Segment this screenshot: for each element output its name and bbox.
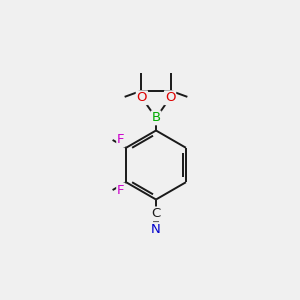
Text: F: F bbox=[117, 184, 124, 196]
Text: F: F bbox=[117, 134, 124, 146]
Text: C: C bbox=[152, 207, 160, 220]
Text: O: O bbox=[136, 91, 147, 104]
Text: O: O bbox=[165, 91, 175, 104]
Text: B: B bbox=[152, 111, 160, 124]
Text: N: N bbox=[151, 223, 161, 236]
